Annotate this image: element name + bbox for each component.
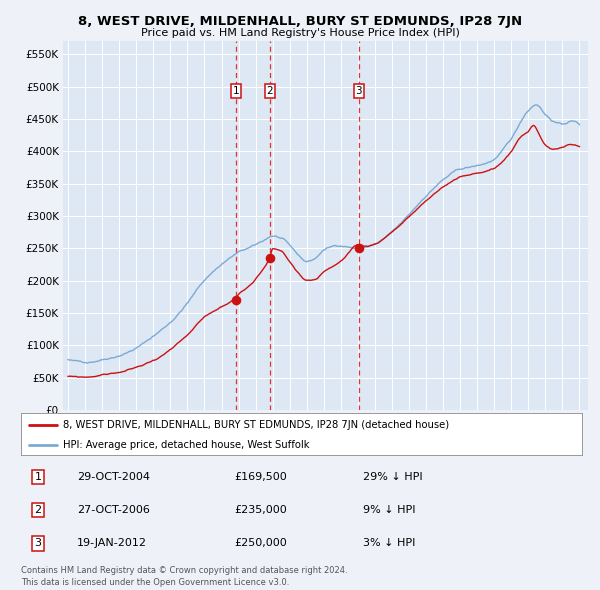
Point xyxy=(265,253,275,263)
Text: 3% ↓ HPI: 3% ↓ HPI xyxy=(363,538,416,548)
Text: 8, WEST DRIVE, MILDENHALL, BURY ST EDMUNDS, IP28 7JN (detached house): 8, WEST DRIVE, MILDENHALL, BURY ST EDMUN… xyxy=(63,420,449,430)
Text: 2: 2 xyxy=(34,505,41,515)
Text: HPI: Average price, detached house, West Suffolk: HPI: Average price, detached house, West… xyxy=(63,440,310,450)
Text: 3: 3 xyxy=(34,538,41,548)
Text: 29% ↓ HPI: 29% ↓ HPI xyxy=(363,472,423,482)
Text: £169,500: £169,500 xyxy=(234,472,287,482)
Text: 19-JAN-2012: 19-JAN-2012 xyxy=(77,538,147,548)
Text: Price paid vs. HM Land Registry's House Price Index (HPI): Price paid vs. HM Land Registry's House … xyxy=(140,28,460,38)
Text: £250,000: £250,000 xyxy=(234,538,287,548)
Text: 29-OCT-2004: 29-OCT-2004 xyxy=(77,472,150,482)
Text: £235,000: £235,000 xyxy=(234,505,287,515)
Text: 8, WEST DRIVE, MILDENHALL, BURY ST EDMUNDS, IP28 7JN: 8, WEST DRIVE, MILDENHALL, BURY ST EDMUN… xyxy=(78,15,522,28)
Text: 9% ↓ HPI: 9% ↓ HPI xyxy=(363,505,416,515)
Text: Contains HM Land Registry data © Crown copyright and database right 2024.
This d: Contains HM Land Registry data © Crown c… xyxy=(21,566,347,587)
Point xyxy=(231,296,241,305)
Point xyxy=(354,244,364,253)
Text: 3: 3 xyxy=(355,86,362,96)
Text: 1: 1 xyxy=(34,472,41,482)
Text: 1: 1 xyxy=(232,86,239,96)
Text: 27-OCT-2006: 27-OCT-2006 xyxy=(77,505,150,515)
Text: 2: 2 xyxy=(266,86,273,96)
